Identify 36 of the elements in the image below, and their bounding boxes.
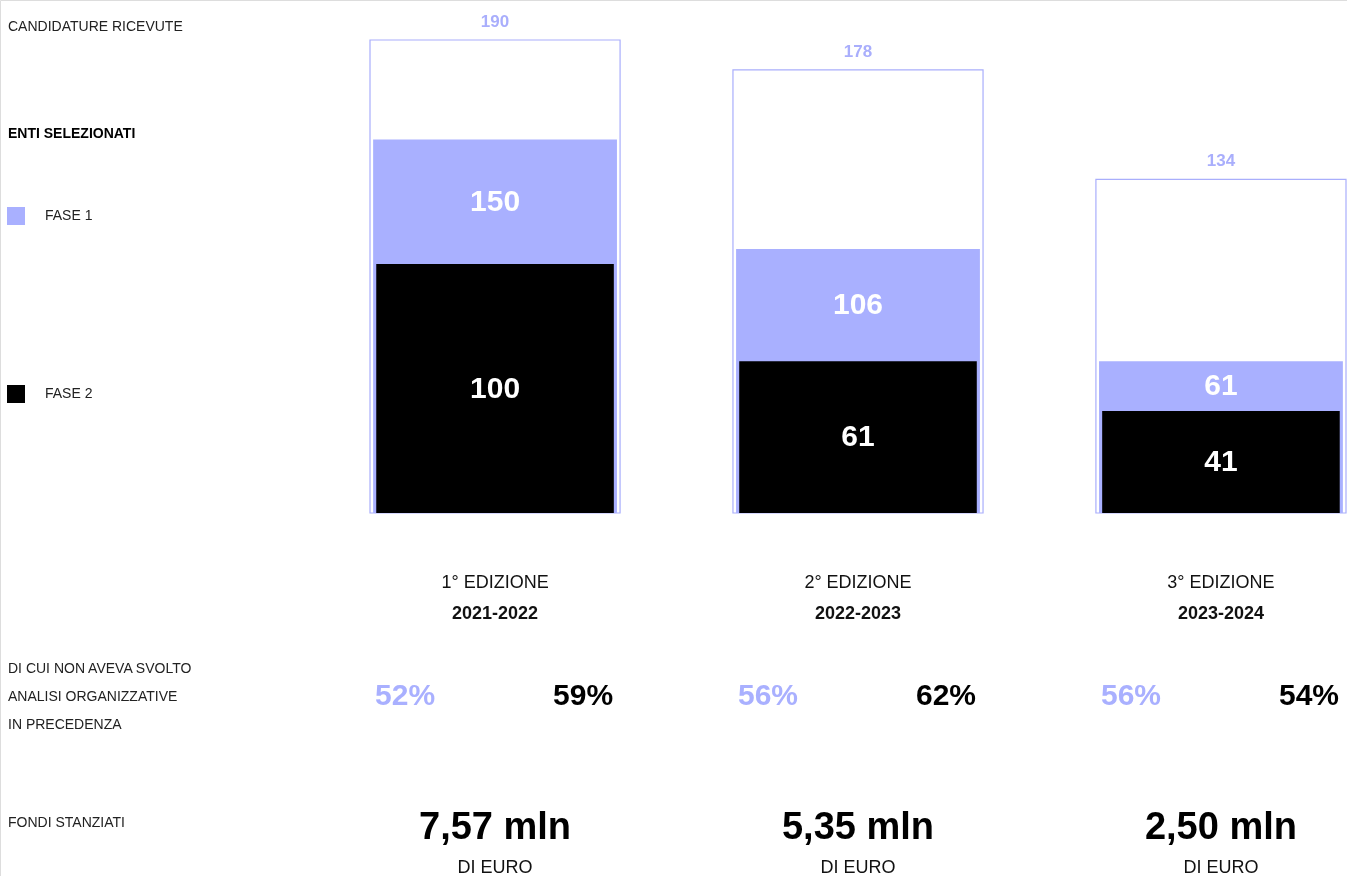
text: 2021-2022 bbox=[451, 603, 539, 623]
text: 7,57 mln bbox=[419, 805, 572, 847]
text: 62% bbox=[915, 678, 977, 711]
data-label: 61 bbox=[841, 419, 875, 453]
text: 54% bbox=[1278, 678, 1339, 711]
text: 52% bbox=[375, 678, 436, 711]
text: 2023-2024 bbox=[1177, 603, 1265, 623]
text: DI EURO bbox=[1183, 857, 1259, 876]
bar bbox=[376, 264, 614, 513]
data-label: 150 bbox=[470, 183, 521, 217]
text: CANDIDATURE RICEVUTE bbox=[8, 18, 183, 34]
x-tick-label: 2° EDIZIONE bbox=[804, 572, 912, 592]
bar bbox=[1102, 410, 1340, 513]
text: DI EURO bbox=[457, 857, 533, 876]
legend-label: FASE 2 bbox=[45, 385, 93, 401]
legend-title: ENTI SELEZIONATI bbox=[8, 125, 136, 141]
x-tick-label: 3° EDIZIONE bbox=[1167, 572, 1275, 592]
text: 56% bbox=[1100, 678, 1161, 711]
text: 59% bbox=[553, 678, 614, 711]
text: DI CUI NON AVEVA SVOLTO ANALISI ORGANIZZATIVE IN PRECEDENZA bbox=[8, 660, 192, 732]
text: FONDI STANZIATI bbox=[8, 814, 125, 830]
data-label: 61 bbox=[1204, 368, 1238, 402]
data-label: 178 bbox=[843, 41, 873, 61]
legend-label: FASE 1 bbox=[45, 207, 93, 223]
data-label: 100 bbox=[470, 370, 521, 404]
text: 56% bbox=[737, 678, 799, 711]
text: 5,35 mln bbox=[781, 805, 935, 847]
data-label: 41 bbox=[1204, 443, 1238, 477]
text: 2,50 mln bbox=[1144, 805, 1297, 847]
data-label: 134 bbox=[1206, 151, 1236, 171]
data-label: 106 bbox=[832, 287, 884, 321]
text: DI EURO bbox=[820, 857, 896, 876]
data-label: 190 bbox=[480, 12, 510, 31]
bar bbox=[739, 361, 977, 513]
text: 2022-2023 bbox=[814, 603, 902, 623]
x-tick-label: 1° EDIZIONE bbox=[441, 572, 549, 592]
